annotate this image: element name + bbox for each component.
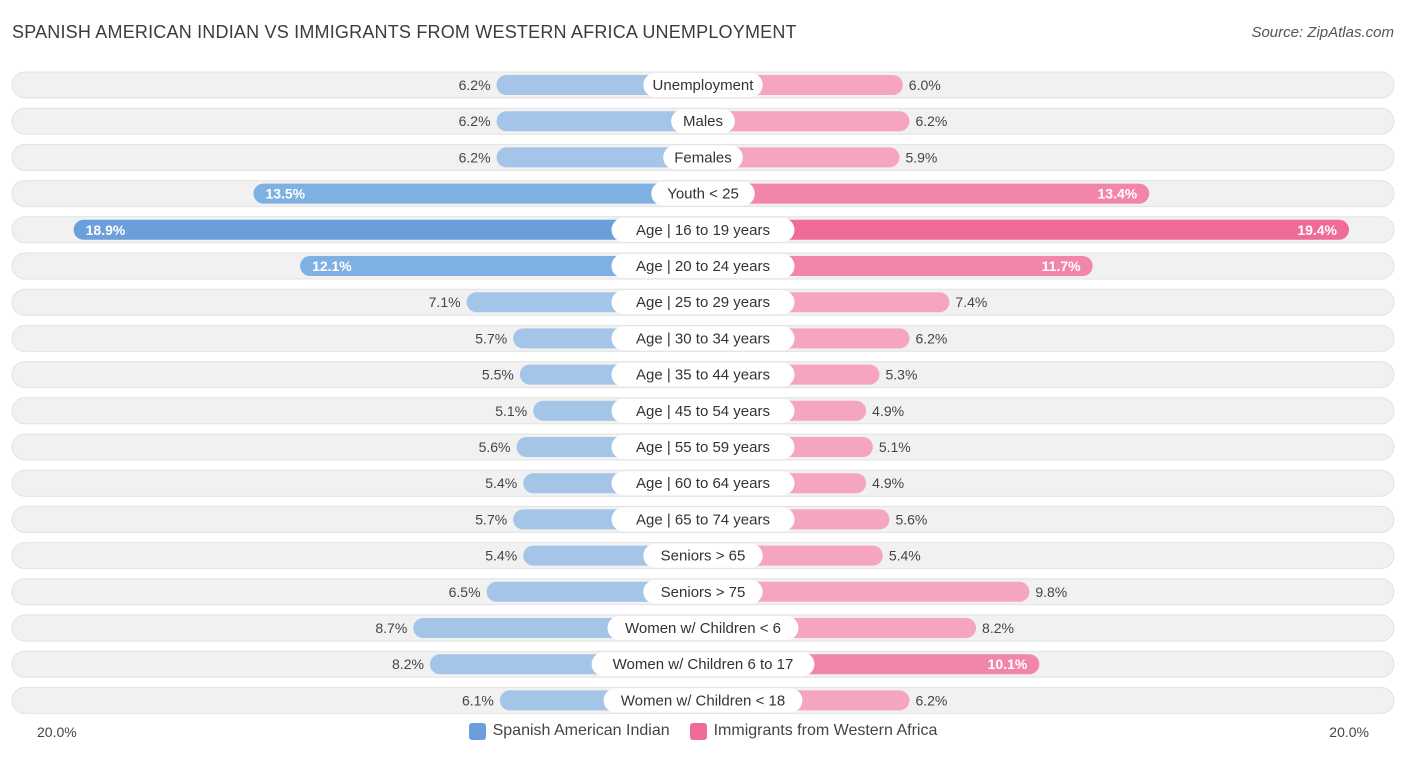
value-label-right-0: 6.0% <box>909 77 941 93</box>
category-pill-4 <box>611 217 795 242</box>
value-label-left-8: 5.5% <box>482 367 514 383</box>
value-label-left-16: 8.2% <box>392 656 424 672</box>
category-pill-5 <box>611 254 795 278</box>
legend-label-right: Immigrants from Western Africa <box>713 722 938 739</box>
value-label-right-1: 6.2% <box>915 113 947 129</box>
legend-label-left: Spanish American Indian <box>492 722 670 739</box>
legend-swatch-left <box>468 722 486 740</box>
category-label-10: Age | 55 to 59 years <box>636 439 770 456</box>
bar-right-1 <box>703 111 910 132</box>
category-pill-2 <box>663 145 743 170</box>
category-label-16: Women w/ Children 6 to 17 <box>613 656 794 673</box>
legend-swatch-right <box>689 722 707 740</box>
value-label-right-9: 4.9% <box>872 403 904 419</box>
axis-left-label: 20.0% <box>37 724 77 740</box>
bar-left-2 <box>496 147 703 168</box>
bar-right-4 <box>703 219 1350 240</box>
category-pill-17 <box>603 688 803 713</box>
value-label-right-4: 19.4% <box>1297 222 1337 238</box>
bar-right-3 <box>703 183 1150 204</box>
category-pill-10 <box>611 435 795 459</box>
value-label-right-13: 5.4% <box>889 548 921 564</box>
value-label-left-3: 13.5% <box>265 186 305 202</box>
category-label-1: Males <box>683 113 723 130</box>
value-label-left-2: 6.2% <box>459 149 491 165</box>
value-label-right-11: 4.9% <box>872 475 904 491</box>
bar-left-5 <box>300 256 703 276</box>
category-pill-1 <box>671 109 735 134</box>
bar-left-4 <box>73 219 703 240</box>
value-label-left-10: 5.6% <box>479 439 511 455</box>
value-label-right-10: 5.1% <box>879 439 911 455</box>
category-label-12: Age | 65 to 74 years <box>636 511 770 528</box>
value-label-right-3: 13.4% <box>1098 186 1138 202</box>
legend: Spanish American Indian Immigrants from … <box>0 722 1406 740</box>
value-label-right-17: 6.2% <box>915 692 947 708</box>
bar-left-1 <box>496 111 703 132</box>
value-label-right-8: 5.3% <box>885 367 917 383</box>
value-label-right-12: 5.6% <box>895 511 927 527</box>
value-label-left-4: 18.9% <box>86 222 126 238</box>
bar-right-14 <box>703 581 1030 602</box>
value-label-right-5: 11.7% <box>1042 258 1081 274</box>
value-label-left-5: 12.1% <box>312 258 352 274</box>
value-label-left-7: 5.7% <box>475 330 507 346</box>
category-label-5: Age | 20 to 24 years <box>636 258 770 275</box>
value-label-right-6: 7.4% <box>955 294 987 310</box>
category-pill-6 <box>611 290 795 315</box>
category-label-4: Age | 16 to 19 years <box>636 222 770 239</box>
category-label-14: Seniors > 75 <box>661 584 746 601</box>
value-label-left-11: 5.4% <box>485 475 517 491</box>
bar-right-2 <box>703 147 900 168</box>
category-label-7: Age | 30 to 34 years <box>636 330 770 347</box>
value-label-left-6: 7.1% <box>429 294 461 310</box>
legend-item-right[interactable]: Immigrants from Western Africa <box>689 722 938 740</box>
value-label-left-13: 5.4% <box>485 548 517 564</box>
value-label-left-1: 6.2% <box>459 113 491 129</box>
chart-source: Source: ZipAtlas.com <box>1251 24 1394 41</box>
value-label-left-15: 8.7% <box>375 620 407 636</box>
category-label-0: Unemployment <box>653 77 755 94</box>
category-label-11: Age | 60 to 64 years <box>636 475 770 492</box>
category-pill-9 <box>611 398 795 423</box>
value-label-right-7: 6.2% <box>915 330 947 346</box>
category-pill-11 <box>611 471 795 496</box>
value-label-left-9: 5.1% <box>495 403 527 419</box>
value-label-right-16: 10.1% <box>988 656 1028 672</box>
value-label-right-15: 8.2% <box>982 620 1014 636</box>
chart-title: SPANISH AMERICAN INDIAN VS IMMIGRANTS FR… <box>12 22 797 42</box>
category-pill-15 <box>607 616 799 640</box>
category-pill-12 <box>611 507 795 532</box>
category-label-17: Women w/ Children < 18 <box>621 692 785 709</box>
category-pill-8 <box>611 362 795 387</box>
category-pill-0 <box>643 73 763 97</box>
category-pill-13 <box>643 543 763 568</box>
category-label-9: Age | 45 to 54 years <box>636 403 770 420</box>
category-pill-16 <box>591 652 815 677</box>
category-label-6: Age | 25 to 29 years <box>636 294 770 311</box>
bar-right-5 <box>703 256 1093 276</box>
category-label-3: Youth < 25 <box>667 186 739 203</box>
axis-right-label: 20.0% <box>1329 724 1369 740</box>
value-label-left-0: 6.2% <box>459 77 491 93</box>
value-label-left-14: 6.5% <box>449 584 481 600</box>
category-label-13: Seniors > 65 <box>661 548 746 565</box>
category-pill-7 <box>611 326 795 351</box>
category-label-2: Females <box>674 149 732 166</box>
category-label-15: Women w/ Children < 6 <box>625 620 781 637</box>
legend-item-left[interactable]: Spanish American Indian <box>468 722 670 740</box>
category-pill-14 <box>643 579 763 604</box>
value-label-right-2: 5.9% <box>905 149 937 165</box>
bar-left-3 <box>253 183 703 204</box>
value-label-left-12: 5.7% <box>475 511 507 527</box>
category-pill-3 <box>651 181 755 206</box>
value-label-right-14: 9.8% <box>1035 584 1067 600</box>
category-label-8: Age | 35 to 44 years <box>636 367 770 384</box>
value-label-left-17: 6.1% <box>462 692 494 708</box>
